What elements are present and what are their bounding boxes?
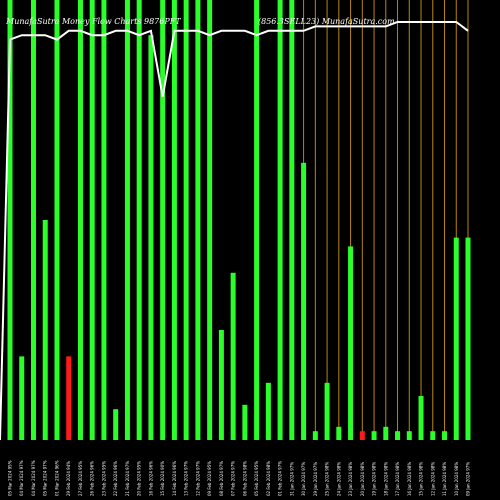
volume-bar (77, 0, 83, 440)
volume-bar (430, 431, 436, 440)
x-tick-label: 05 Feb 2024 95% (254, 461, 259, 496)
volume-bar (359, 431, 365, 440)
x-tick-label: 24 Jan 2024 98% (336, 462, 341, 496)
x-tick-label: 20 Feb 2024 95% (137, 461, 142, 496)
x-tick-label: 19 Jan 2024 98% (372, 462, 377, 496)
x-tick-label: 27 Feb 2024 95% (78, 461, 83, 496)
volume-bar (207, 0, 213, 440)
x-tick-label: 14 Feb 2024 96% (172, 461, 177, 496)
volume-bar (242, 404, 248, 440)
volume-bar (289, 0, 295, 440)
x-tick-label: 22 Feb 2024 96% (113, 461, 118, 496)
volume-bar (371, 431, 377, 440)
volume-bar (418, 396, 424, 440)
x-tick-label: 07 Feb 2024 97% (231, 461, 236, 496)
x-tick-label: 09 Jan 2024 97% (466, 462, 471, 496)
x-tick-label: 04 Mar 2024 97% (19, 460, 24, 496)
chart-header-left: MunafaSutra Money Flow Charts 9876PFT (5, 17, 181, 26)
volume-bar (148, 35, 154, 440)
x-tick-label: 02 Feb 2024 98% (266, 461, 271, 496)
x-tick-label: 10 Jan 2024 98% (454, 462, 459, 496)
x-tick-label: 16 Feb 2024 96% (148, 461, 153, 496)
volume-bar (277, 0, 283, 440)
price-line (0, 21, 469, 441)
x-tick-label: 01 Mar 2024 96% (54, 460, 59, 496)
x-tick-label: 23 Jan 2024 98% (348, 462, 353, 496)
volume-bar (160, 0, 166, 440)
x-tick-label: 29 Feb 2024 94% (66, 461, 71, 496)
x-tick-label: 31 Jan 2024 97% (289, 462, 294, 496)
volume-bar (453, 237, 459, 440)
x-tick-label: 23 Feb 2024 95% (101, 461, 106, 496)
x-tick-label: 05 Mar 2024 95% (8, 460, 13, 496)
x-tick-label: 30 Jan 2024 97% (301, 462, 306, 496)
x-tick-label: 29 Jan 2024 97% (313, 462, 318, 496)
x-tick-label: 12 Feb 2024 97% (195, 461, 200, 496)
volume-bar (348, 246, 354, 440)
x-tick-label: 04 Mar 2024 97% (31, 460, 36, 496)
x-tick-label: 25 Jan 2024 98% (325, 462, 330, 496)
volume-bar (230, 272, 236, 440)
x-tick-label: 26 Feb 2024 96% (90, 461, 95, 496)
volume-bar (336, 426, 342, 440)
chart-header-right: (856.3SELL23) MunafaSutra.com (258, 17, 395, 26)
volume-bar (66, 356, 72, 440)
x-tick-label: 18 Jan 2024 98% (383, 462, 388, 496)
volume-bar (101, 0, 107, 440)
volume-bar (171, 0, 177, 440)
x-tick-label: 01 Feb 2024 97% (278, 461, 283, 496)
x-tick-label: 11 Jan 2024 98% (442, 462, 447, 496)
volume-bar (312, 431, 318, 440)
volume-bar (465, 237, 471, 440)
x-tick-label: 09 Feb 2024 95% (207, 461, 212, 496)
x-tick-label: 15 Jan 2024 98% (419, 462, 424, 496)
volume-bar (442, 431, 448, 440)
x-tick-label: 21 Feb 2024 97% (125, 461, 130, 496)
volume-bar (406, 431, 412, 440)
volume-bar (136, 0, 142, 440)
volume-bars (7, 0, 471, 441)
x-tick-label: 16 Jan 2024 98% (407, 462, 412, 496)
volume-bar (254, 0, 260, 440)
volume-bar (383, 426, 389, 440)
x-tick-label: 05 Mar 2024 97% (43, 460, 48, 496)
volume-bar (54, 0, 60, 440)
x-axis-labels: 05 Mar 2024 95% 04 Mar 2024 97% 04 Mar 202… (8, 460, 471, 496)
volume-bar (89, 0, 95, 440)
volume-bar (124, 0, 130, 440)
volume-bar (195, 0, 201, 440)
volume-bar (7, 0, 13, 440)
volume-bar (265, 382, 271, 440)
x-tick-label: 17 Jan 2024 98% (395, 462, 400, 496)
volume-bar (183, 0, 189, 440)
volume-bar (324, 382, 330, 440)
x-tick-label: 13 Feb 2024 97% (184, 461, 189, 496)
volume-bar (42, 220, 48, 440)
x-tick-label: 06 Feb 2024 98% (242, 461, 247, 496)
volume-bar (113, 409, 119, 440)
volume-bar (30, 0, 36, 440)
x-tick-label: 20 Jan 2024 98% (360, 462, 365, 496)
volume-bar (19, 356, 25, 440)
x-tick-label: 08 Feb 2024 97% (219, 461, 224, 496)
volume-bar (301, 162, 307, 441)
volume-bar (218, 330, 224, 440)
volume-bar (395, 431, 401, 440)
x-tick-label: 15 Feb 2024 90% (160, 461, 165, 496)
x-tick-label: 12 Jan 2024 98% (430, 462, 435, 496)
